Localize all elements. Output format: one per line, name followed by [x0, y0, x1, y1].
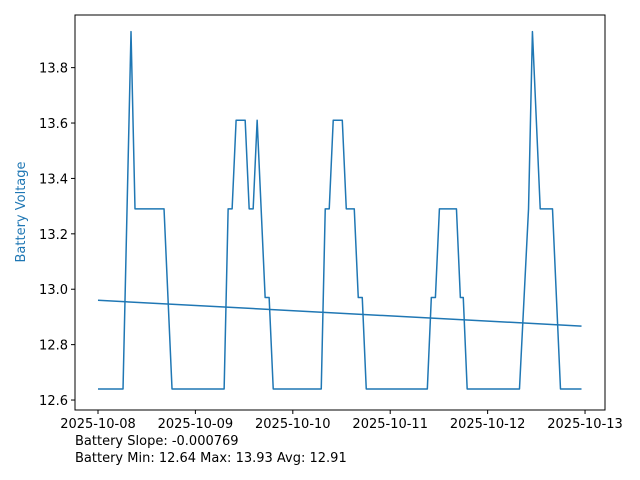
y-tick-label: 12.8	[39, 339, 68, 354]
line-series	[97, 299, 582, 327]
plot-frame	[74, 14, 606, 411]
line-series	[97, 30, 582, 390]
y-tick-label: 13.2	[39, 228, 68, 243]
y-tick-label: 13.0	[39, 283, 68, 298]
y-axis-label: Battery Voltage	[14, 161, 29, 262]
annotation: Battery Min: 12.64 Max: 13.93 Avg: 12.91	[75, 451, 347, 466]
x-tick-label: 2025-10-08	[60, 417, 136, 432]
x-tick-label: 2025-10-10	[255, 417, 331, 432]
y-tick-label: 13.8	[39, 62, 68, 77]
x-tick-label: 2025-10-11	[352, 417, 428, 432]
y-tick-label: 13.4	[39, 172, 68, 187]
x-tick-label: 2025-10-12	[450, 417, 526, 432]
annotation: Battery Slope: -0.000769	[75, 434, 239, 449]
y-tick-label: 12.6	[39, 394, 68, 409]
x-tick-label: 2025-10-09	[158, 417, 234, 432]
y-tick-label: 13.6	[39, 117, 68, 132]
x-tick-label: 2025-10-13	[547, 417, 623, 432]
